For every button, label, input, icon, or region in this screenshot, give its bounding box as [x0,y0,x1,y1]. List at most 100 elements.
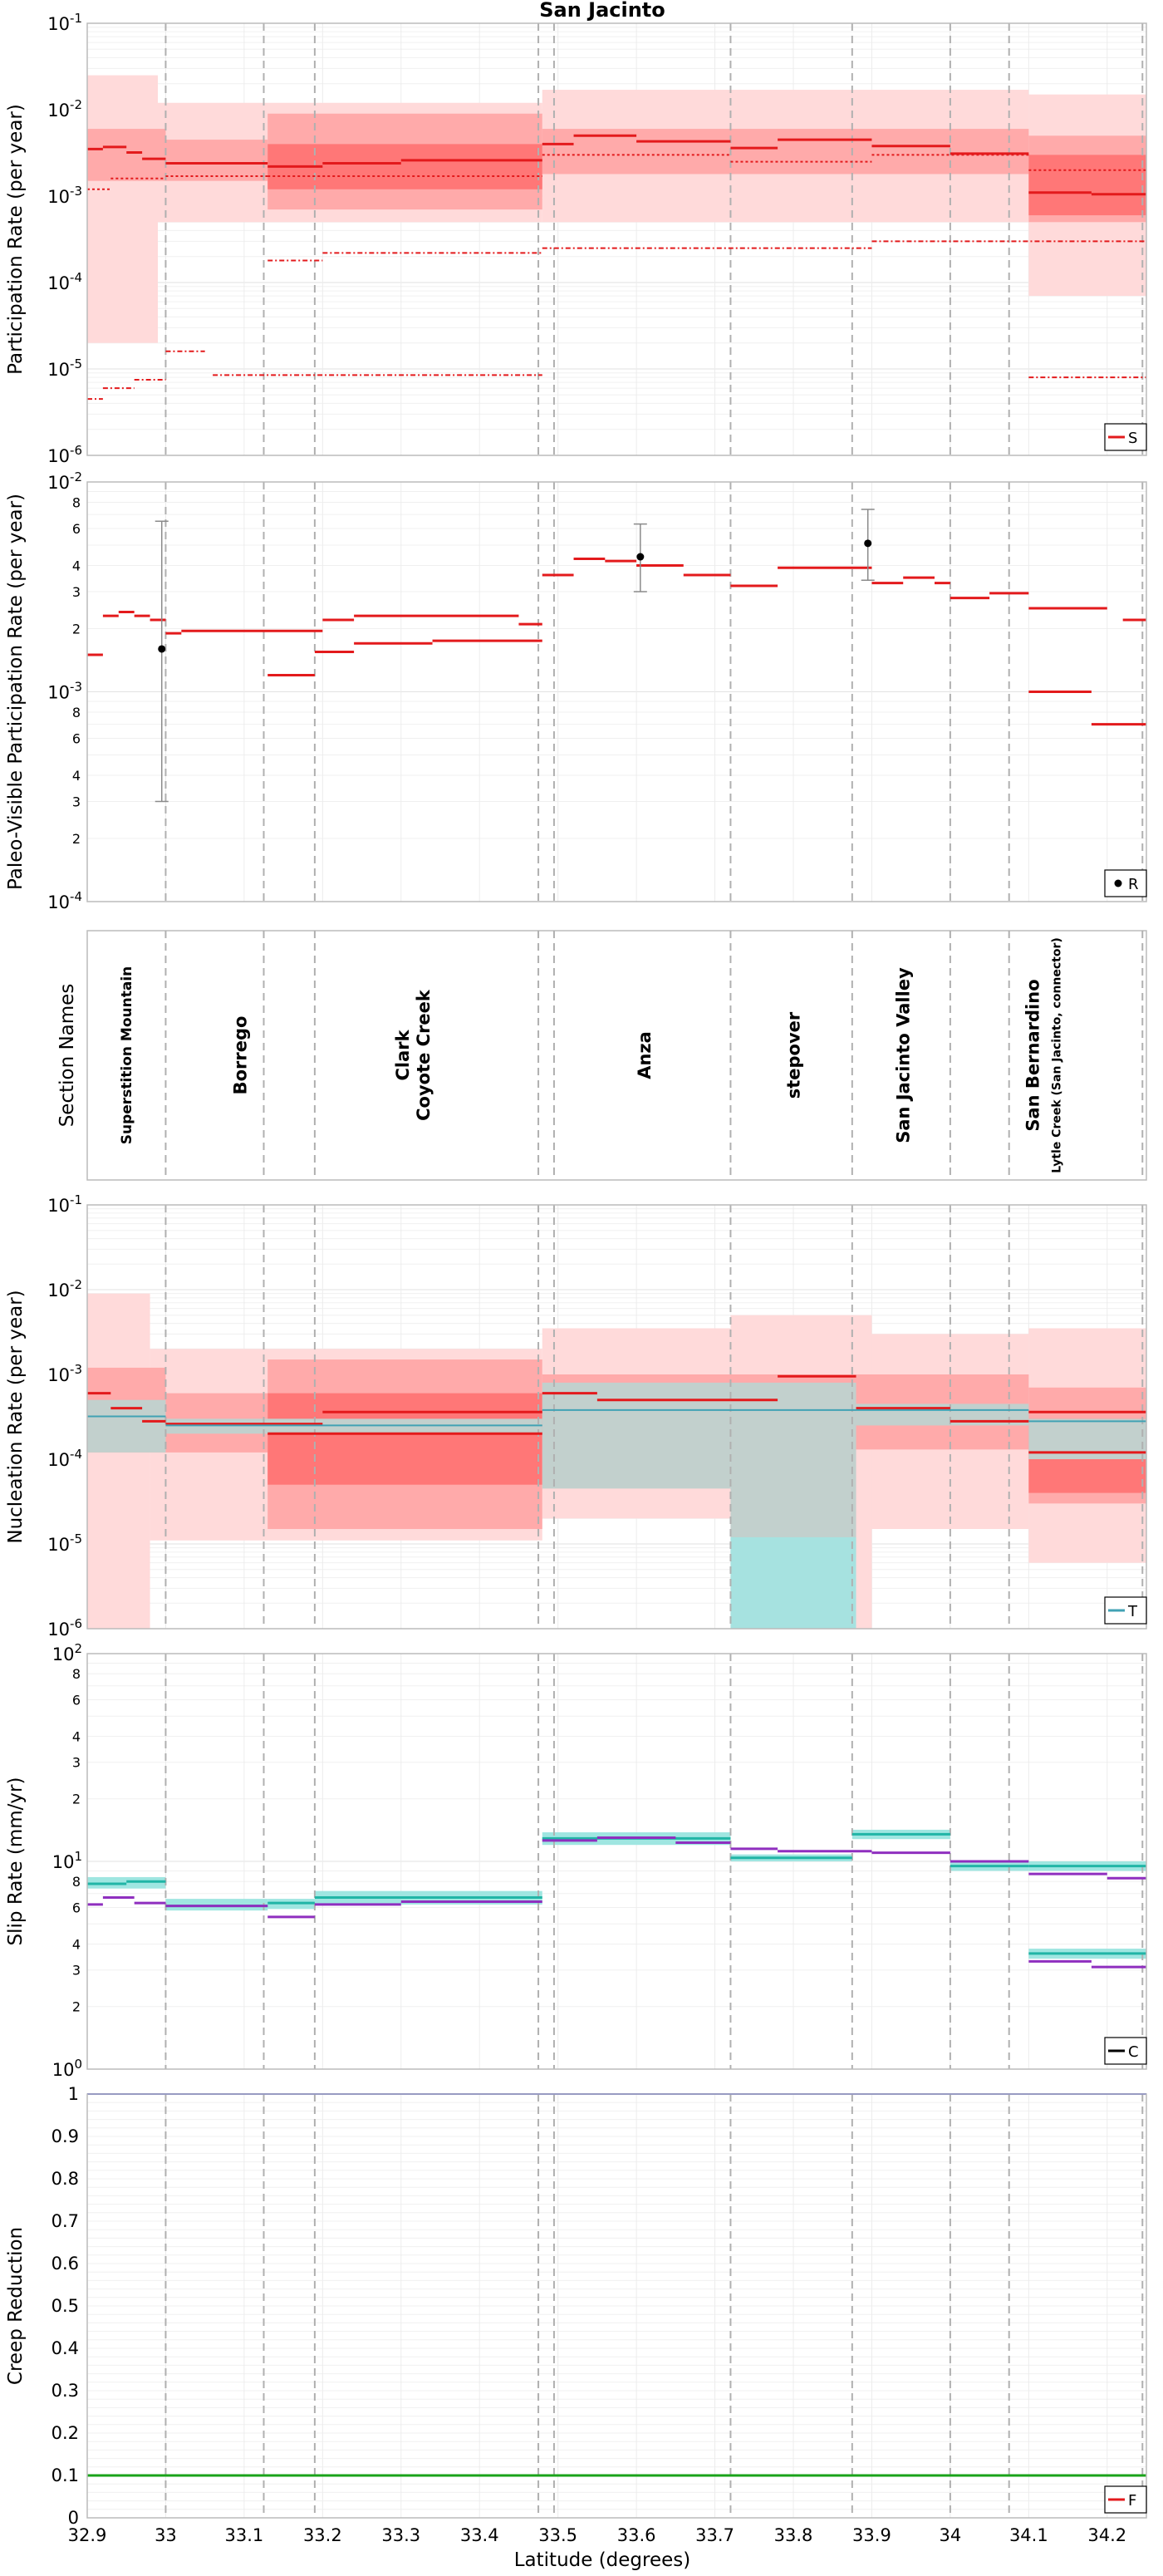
section-name: San Bernardino [1023,979,1043,1131]
x-axis-label: Latitude (degrees) [514,2549,691,2571]
y-tick-label: 10-5 [47,1531,82,1555]
x-tick-label: 33.9 [852,2525,891,2545]
y-tick-label: 10-1 [47,11,82,34]
section-name: stepover [783,1011,803,1099]
y-minor-tick-label: 2 [72,621,81,637]
y-minor-tick-label: 4 [72,1936,81,1952]
panel-frame [86,2093,1147,2519]
uncertainty-band [542,1382,731,1489]
x-axis: 32.9 33 33.1 33.2 33.3 33.4 33.5 33.6 33.7 33.8 33… [68,2525,1127,2545]
uncertainty-band [87,75,158,343]
panel-frame [86,22,1147,456]
chart-panels: 10-6 10-5 10-4 10-3 10-2 10-1 Participation Ra… [5,11,1147,2528]
y-tick-label: 10-5 [47,356,82,380]
panel-frame [86,1204,1147,1630]
y-tick-label: 0 [68,2508,79,2528]
y-tick-label: 10-2 [47,469,82,493]
section-names-label: Section Names [56,984,78,1128]
section-name: Clark [393,1029,413,1080]
legend-marker [1114,879,1122,887]
legend-label: F [1128,2492,1136,2510]
y-tick-label: 1 [68,2084,79,2104]
panel-nucleation: 10-6 10-5 10-4 10-3 10-2 10-1 Nucleation Rate … [5,1192,1147,1639]
legend-label: R [1128,876,1139,893]
x-tick-label: 33.1 [225,2525,264,2545]
y-tick-label: 0.8 [52,2169,79,2189]
y-minor-tick-label: 4 [72,1728,81,1744]
legend-box [1104,869,1147,897]
y-minor-tick-label: 2 [72,1792,81,1807]
panel-frame [86,1653,1147,2070]
panel-frame [86,481,1147,902]
y-minor-tick-label: 8 [72,705,81,720]
uncertainty-band [730,1536,856,1629]
x-tick-label: 33.6 [617,2525,656,2545]
y-minor-tick-label: 3 [72,1755,81,1771]
y-minor-tick-label: 3 [72,584,81,600]
figure-title: San Jacinto [539,0,665,22]
panel-participation: 10-6 10-5 10-4 10-3 10-2 10-1 Participation Ra… [5,11,1147,466]
x-tick-label: 33.5 [538,2525,577,2545]
y-minor-tick-label: 6 [72,1900,81,1915]
section-name: Anza [635,1031,655,1079]
data-point [158,645,166,653]
y-tick-label: 10-3 [47,184,82,207]
y-tick-label: 10-4 [47,889,82,912]
x-tick-label: 34 [940,2525,962,2545]
data-point [864,539,872,548]
panel-creep: 0 0.1 0.2 0.3 0.4 0.5 0.6 0.7 0.8 0.9 1 Creep Reduc… [5,2084,1147,2528]
y-tick-label: 10-1 [47,1192,82,1216]
y-axis-label: Nucleation Rate (per year) [5,1290,27,1543]
y-tick-label: 0.4 [52,2338,79,2358]
y-tick-label: 0.1 [52,2465,79,2485]
y-axis-label: Creep Reduction [5,2227,27,2385]
y-minor-tick-label: 8 [72,494,81,510]
uncertainty-band [730,1382,856,1557]
x-tick-label: 32.9 [68,2525,107,2545]
uncertainty-band [1028,155,1146,216]
x-tick-label: 33.2 [303,2525,342,2545]
y-tick-label: 100 [52,2057,82,2080]
y-tick-label: 10-4 [47,270,82,293]
y-tick-label: 10-6 [47,443,82,466]
y-tick-label: 102 [52,1641,82,1664]
y-minor-tick-label: 4 [72,558,81,573]
section-name: San Jacinto Valley [894,967,914,1143]
legend-label: S [1128,430,1137,447]
y-tick-label: 10-3 [47,680,82,703]
section-name: Coyote Creek [414,989,434,1121]
uncertainty-band [87,1293,150,1629]
y-minor-tick-label: 6 [72,1692,81,1708]
y-minor-tick-label: 2 [72,1999,81,2015]
y-tick-label: 10-6 [47,1616,82,1639]
y-tick-label: 0.3 [52,2381,79,2401]
section-name: Borrego [231,1016,251,1095]
section-names-panel: Section Names Superstition Mountain Borreg… [56,930,1147,1181]
y-axis-label: Paleo-Visible Participation Rate (per ye… [5,494,27,890]
section-name: Superstition Mountain [119,966,135,1144]
y-minor-tick-label: 3 [72,794,81,810]
x-tick-label: 33 [155,2525,177,2545]
y-minor-tick-label: 3 [72,1963,81,1979]
y-minor-tick-label: 6 [72,731,81,747]
x-tick-label: 33.3 [381,2525,420,2545]
y-axis-label: Participation Rate (per year) [5,104,27,375]
uncertainty-band [165,1899,268,1911]
legend-label: T [1127,1603,1138,1620]
y-minor-tick-label: 4 [72,768,81,784]
uncertainty-band [87,129,166,181]
uncertainty-band [267,1393,542,1485]
x-tick-label: 33.8 [774,2525,813,2545]
panel-paleo: 10-4 10-3 10-2 2 3 4 6 8 2 3 4 6 8 Paleo-Visible Part… [5,469,1147,912]
y-tick-label: 0.7 [52,2211,79,2231]
y-tick-label: 101 [52,1849,82,1872]
x-tick-label: 34.2 [1087,2525,1126,2545]
section-name: Lytle Creek (San Jacinto, connector) [1050,937,1063,1173]
y-tick-label: 0.2 [52,2423,79,2443]
y-minor-tick-label: 2 [72,831,81,847]
panel-slip: 100 101 102 2 3 4 6 8 2 3 4 6 8 Slip Rate (mm/yr) C [5,1641,1147,2080]
y-axis-label: Slip Rate (mm/yr) [5,1777,27,1946]
x-tick-label: 33.7 [695,2525,734,2545]
y-tick-label: 0.5 [52,2296,79,2316]
